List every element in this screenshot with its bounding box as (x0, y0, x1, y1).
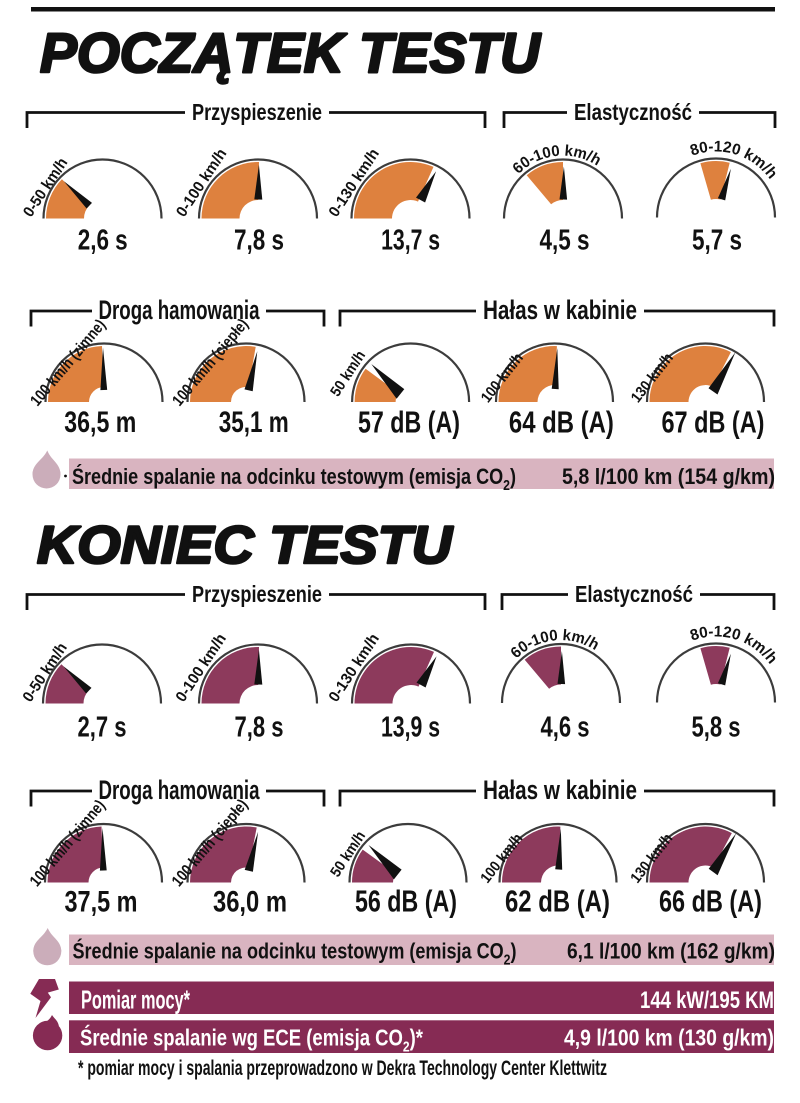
svg-text:62 dB (A): 62 dB (A) (505, 884, 610, 919)
svg-text:67 dB (A): 67 dB (A) (662, 405, 765, 440)
svg-text:56 dB (A): 56 dB (A) (355, 884, 457, 919)
svg-text:Droga hamowania: Droga hamowania (99, 775, 260, 805)
svg-text:37,5 m: 37,5 m (65, 886, 138, 919)
svg-text:35,1 m: 35,1 m (219, 406, 289, 439)
svg-text:2,7 s: 2,7 s (78, 712, 127, 744)
svg-text:Elastyczność: Elastyczność (574, 99, 692, 125)
svg-text:Hałas w kabinie: Hałas w kabinie (483, 775, 637, 805)
svg-text:Pomiar mocy*: Pomiar mocy* (81, 985, 191, 1015)
svg-text:POCZĄTEK TESTU: POCZĄTEK TESTU (40, 21, 542, 84)
svg-text:KONIEC TESTU: KONIEC TESTU (37, 516, 454, 575)
svg-text:144 kW/195 KM: 144 kW/195 KM (640, 987, 774, 1014)
svg-text:13,9 s: 13,9 s (381, 712, 440, 744)
svg-text:Droga hamowania: Droga hamowania (99, 295, 260, 325)
svg-text:36,0 m: 36,0 m (213, 886, 287, 919)
svg-text:4,6 s: 4,6 s (541, 712, 590, 744)
svg-text:66 dB (A): 66 dB (A) (659, 884, 762, 919)
svg-text:4,9 l/100 km (130 g/km): 4,9 l/100 km (130 g/km) (564, 1025, 774, 1051)
svg-text:4,5 s: 4,5 s (540, 225, 590, 257)
svg-text:6,1 l/100 km (162 g/km): 6,1 l/100 km (162 g/km) (567, 939, 775, 964)
svg-text:Hałas w kabinie: Hałas w kabinie (483, 295, 637, 325)
svg-text:13,7 s: 13,7 s (381, 225, 440, 257)
svg-text:5,8 s: 5,8 s (692, 712, 741, 744)
svg-text:7,8 s: 7,8 s (234, 225, 284, 257)
svg-text:Przyspieszenie: Przyspieszenie (192, 99, 322, 125)
svg-text:64 dB (A): 64 dB (A) (509, 405, 614, 440)
svg-text:Elastyczność: Elastyczność (575, 581, 693, 607)
svg-text:57 dB (A): 57 dB (A) (358, 405, 460, 440)
svg-text:* pomiar mocy i spalania przep: * pomiar mocy i spalania przeprowadzono … (78, 1057, 607, 1080)
svg-text:Przyspieszenie: Przyspieszenie (192, 581, 322, 607)
svg-text:5,7 s: 5,7 s (692, 225, 742, 257)
svg-text:Średnie spalanie wg ECE (emisj: Średnie spalanie wg ECE (emisja CO2)* (80, 1024, 423, 1056)
svg-text:2,6 s: 2,6 s (78, 225, 128, 257)
svg-text:36,5 m: 36,5 m (64, 406, 136, 439)
svg-text:5,8 l/100 km (154 g/km): 5,8 l/100 km (154 g/km) (562, 464, 775, 489)
svg-text:7,8 s: 7,8 s (235, 712, 284, 744)
